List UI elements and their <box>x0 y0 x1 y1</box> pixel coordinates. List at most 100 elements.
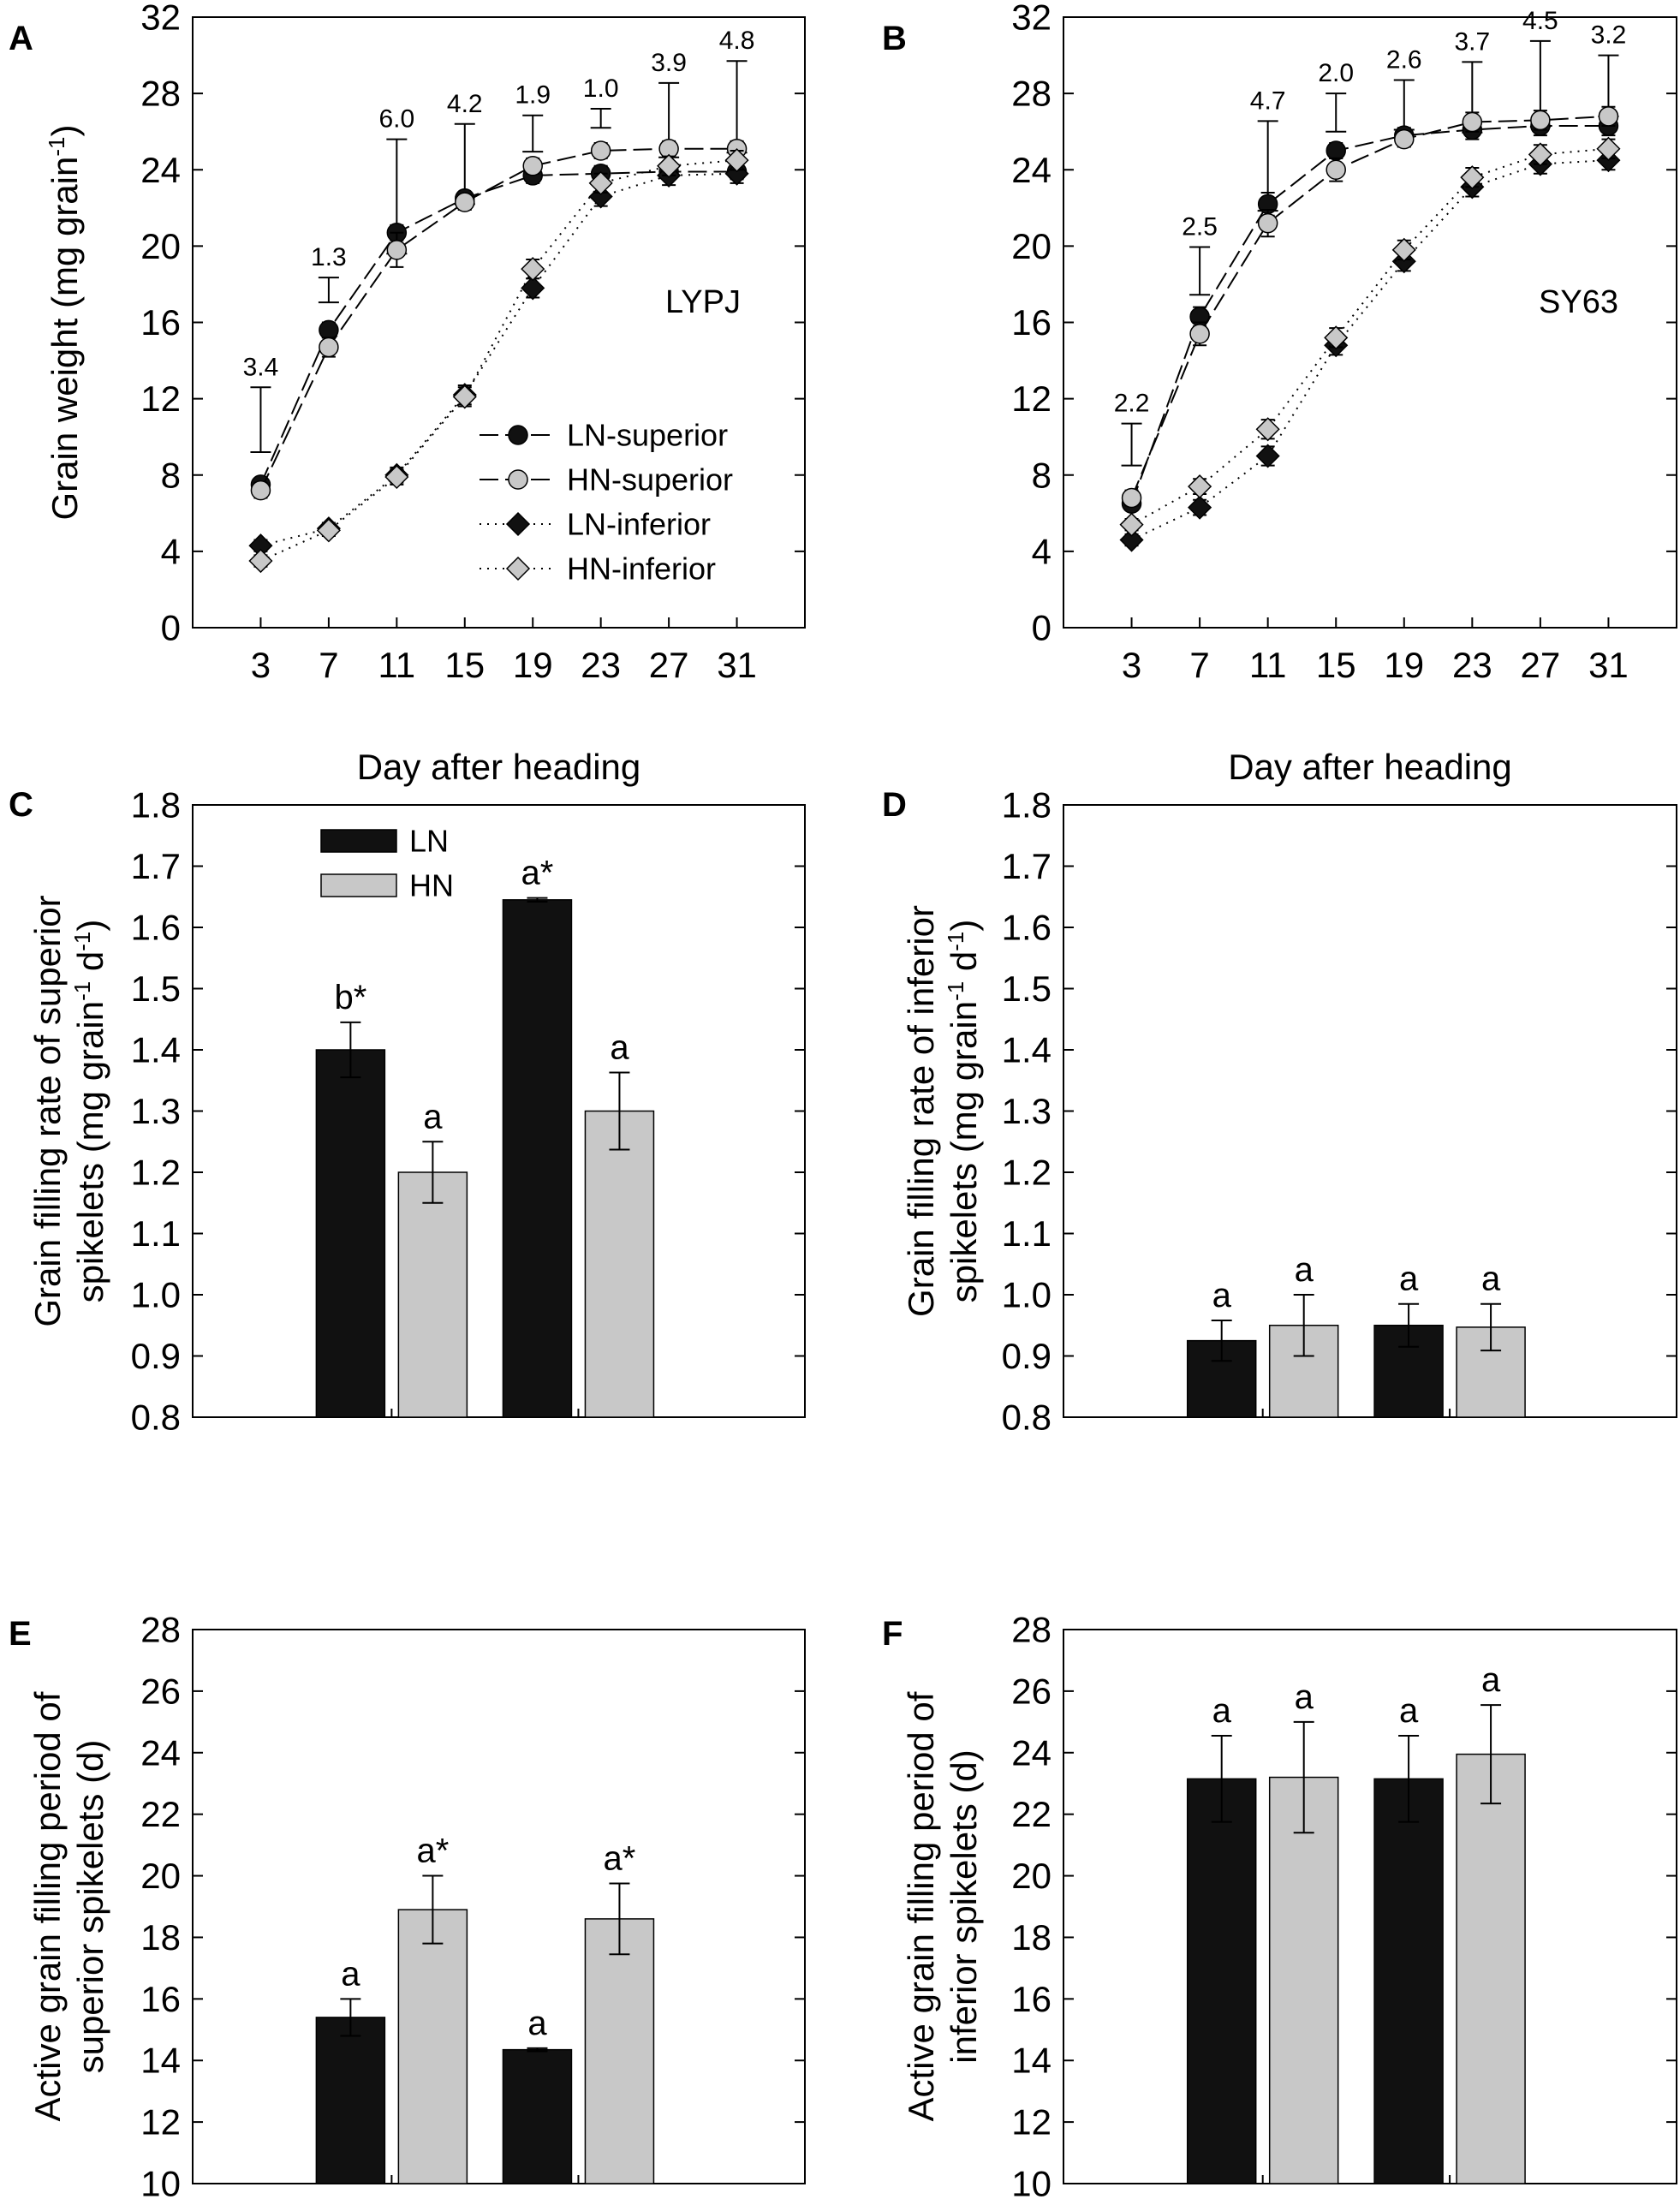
bar <box>1373 1778 1444 2184</box>
data-point <box>1257 212 1278 234</box>
lsd-label: 4.7 <box>1250 86 1286 115</box>
series-hn: aa <box>397 1028 655 1418</box>
y-tick-label: 4 <box>1032 531 1051 571</box>
x-tick-label: 23 <box>1452 645 1492 685</box>
y-tick-label: 22 <box>1011 1794 1051 1834</box>
data-point <box>1530 110 1551 131</box>
lsd-label: 4.2 <box>447 90 483 118</box>
panel-f: F 10 12 14 16 18 20 22 24 26 28 Active grain fillin… <box>882 1610 1677 2205</box>
x-tick-label: 11 <box>378 645 416 685</box>
y-axis-title: Grain filling rate of superior spikelets … <box>27 895 110 1326</box>
legend: LN HN <box>320 824 454 903</box>
y-tick-label: 1.6 <box>1002 908 1051 948</box>
label-part: Active grain filling period of <box>27 1691 68 2121</box>
data-point <box>384 464 409 490</box>
superscript: -1 <box>943 981 968 1001</box>
bar <box>315 2017 386 2184</box>
label-part: d <box>70 951 110 981</box>
cultivar-label: SY63 <box>1539 284 1618 320</box>
series-hn-superior <box>1121 105 1619 509</box>
superscript: -1 <box>69 932 95 951</box>
y-tick-label: 1.0 <box>1002 1275 1051 1315</box>
y-axis-title: Grain filling rate of inferior spikelets … <box>901 905 984 1317</box>
x-axis-title-a: Day after heading <box>357 747 641 787</box>
legend-swatch <box>320 829 397 853</box>
y-tick-label: 10 <box>1011 2164 1051 2204</box>
x-tick-label: 3 <box>1122 645 1141 685</box>
y-tick-label: 20 <box>1011 1856 1051 1896</box>
y-tick-label: 28 <box>1011 74 1051 114</box>
x-tick-label: 27 <box>1521 645 1561 685</box>
x-tick-label: 31 <box>717 645 757 685</box>
y-tick-label: 8 <box>1032 455 1051 495</box>
data-point <box>1119 512 1144 537</box>
panel-b: B 0 4 8 12 16 20 24 28 32 3 7 11 15 19 23 27 31 2.2 2.5 4.7 2… <box>882 0 1677 685</box>
series-hn-superior <box>250 138 748 501</box>
bar <box>397 1171 468 1418</box>
significance-label: b* <box>334 979 366 1016</box>
y-axis-title-line: Grain filling rate of superior <box>27 895 68 1326</box>
superscript: -1 <box>943 932 968 951</box>
bar <box>584 1110 655 1418</box>
data-point <box>452 384 477 409</box>
significance-label: a* <box>521 855 554 892</box>
significance-label: a <box>1399 1260 1419 1298</box>
y-axis-title-line: spikelets (mg grain-1 d-1) <box>69 920 110 1303</box>
y-tick-label: 12 <box>140 2102 181 2142</box>
data-point <box>1121 487 1142 509</box>
significance-label: a* <box>416 1833 449 1870</box>
data-point <box>248 548 273 574</box>
label-part: spikelets (mg grain <box>944 1001 984 1302</box>
data-point <box>1596 136 1621 161</box>
panel-a: A 0 4 8 12 16 20 24 28 32 3 7 11 15 19 23 27 31 Grain weig… <box>9 0 806 685</box>
x-tick-label: 19 <box>1384 645 1424 685</box>
lsd-bar: 3.2 <box>1591 21 1626 117</box>
panel-letter-a: A <box>9 20 33 57</box>
bar <box>1456 1753 1526 2184</box>
data-point <box>522 156 543 176</box>
legend-marker <box>505 511 531 537</box>
significance-label: a <box>1399 1692 1419 1730</box>
series-ln: aa <box>315 1955 573 2184</box>
lsd-bar: 2.6 <box>1386 46 1422 131</box>
lsd-label: 4.5 <box>1522 7 1558 35</box>
bar <box>502 899 573 1418</box>
lsd-label: 2.2 <box>1114 390 1150 418</box>
y-tick-label: 1.0 <box>131 1275 181 1315</box>
significance-label: a <box>1481 1260 1501 1298</box>
y-axis-title-line: Grain filling rate of inferior <box>901 905 941 1317</box>
y-tick-label: 1.6 <box>131 908 181 948</box>
panel-c: C 0.8 0.9 1.0 1.1 1.2 1.3 1.4 1.5 1.6 1.7 1.8 Grain … <box>9 785 806 1438</box>
y-tick-label: 1.7 <box>1002 846 1051 886</box>
series-line <box>260 172 737 547</box>
data-point <box>1462 111 1483 133</box>
legend: LN-superior HN-superior LN-inferior HN-infe… <box>480 418 733 587</box>
lsd-label: 1.9 <box>515 81 551 110</box>
x-axis-title-b: Day after heading <box>1228 747 1512 787</box>
legend-label: LN-inferior <box>567 507 711 542</box>
data-point <box>590 140 611 161</box>
y-tick-label: 1.8 <box>1002 785 1051 825</box>
data-point <box>1255 417 1280 442</box>
panel-letter-c: C <box>9 786 33 824</box>
significance-label: a <box>423 1098 443 1135</box>
data-point <box>316 518 341 543</box>
label-part: Active grain filling period of <box>901 1691 941 2121</box>
y-tick-label: 1.8 <box>131 785 181 825</box>
label-part: spikelets (mg grain <box>70 1001 110 1302</box>
x-tick-label: 7 <box>319 645 338 685</box>
y-tick-label: 16 <box>1011 1979 1051 2019</box>
x-tick-label: 7 <box>1189 645 1209 685</box>
data-point <box>455 192 475 212</box>
significance-label: a <box>1295 1678 1314 1716</box>
x-tick-label: 27 <box>649 645 689 685</box>
data-point <box>724 148 749 173</box>
y-tick-label: 32 <box>140 0 181 38</box>
category-label: LYPJ <box>350 2201 433 2205</box>
label-part: inferior spikelets (d) <box>944 1749 984 2063</box>
bar <box>1268 1776 1339 2184</box>
panel-letter-f: F <box>882 1615 903 1653</box>
